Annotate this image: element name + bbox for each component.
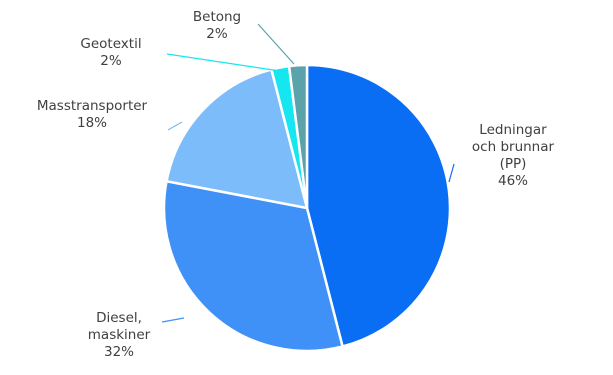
leader-line-1 [161,317,185,323]
pie-slice-1 [162,179,345,353]
slice-label-4: Betong 2% [193,9,241,42]
leader-line-4 [257,23,295,65]
leader-line-2 [167,121,183,131]
leader-line-0 [448,163,455,183]
leader-line-3 [166,53,281,72]
slice-label-3: Geotextil 2% [80,36,141,69]
slice-label-2: Masstransporter 18% [37,98,148,131]
pie-slice-2 [165,67,309,210]
pie-slice-0 [305,63,452,349]
slice-label-1: Diesel, maskiner 32% [88,310,151,360]
slice-label-0: Ledningar och brunnar (PP) 46% [472,122,555,189]
pie-slice-4 [287,63,309,209]
